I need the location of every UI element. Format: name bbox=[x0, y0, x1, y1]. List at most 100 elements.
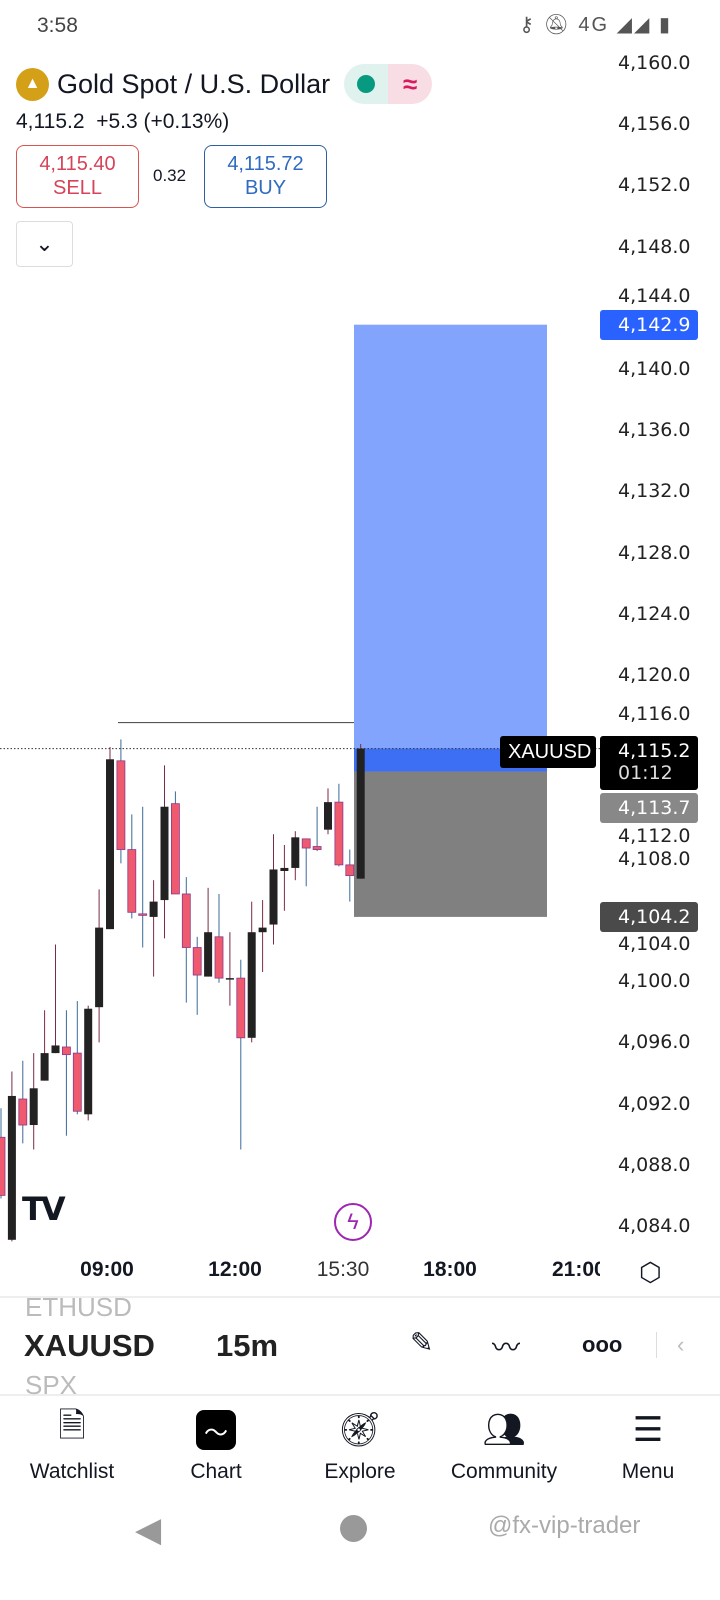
price-tick: 4,140.0 bbox=[618, 358, 691, 381]
price-tick: 4,144.0 bbox=[618, 284, 691, 307]
price-tick: 4,092.0 bbox=[618, 1092, 691, 1115]
collapse-button[interactable]: ⌄ bbox=[16, 221, 73, 267]
price-tick: 4,096.0 bbox=[618, 1031, 691, 1054]
price-tick: 4,084.0 bbox=[618, 1214, 691, 1237]
next-symbol[interactable]: SPX bbox=[25, 1370, 78, 1400]
spread: 0.32 bbox=[153, 166, 187, 185]
bar-countdown: 01:12 bbox=[618, 762, 673, 784]
price-tick: 4,116.0 bbox=[618, 703, 691, 726]
candle-body bbox=[225, 978, 234, 980]
candle-body bbox=[72, 1052, 82, 1112]
symbol-price-tag: XAUUSD bbox=[508, 741, 592, 763]
stop-zone bbox=[354, 771, 547, 917]
prev-symbol[interactable]: ETHUSD bbox=[25, 1292, 132, 1322]
sell-button[interactable]: 4,115.40 SELL bbox=[16, 145, 139, 208]
entry-price-box: 4,113.7 bbox=[600, 793, 698, 823]
candle-body bbox=[345, 864, 355, 876]
price-tick: 4,152.0 bbox=[618, 174, 691, 197]
bell-off-icon: 🔕︎ bbox=[543, 14, 571, 36]
candle-body bbox=[51, 1045, 60, 1054]
candle-body bbox=[95, 927, 104, 1008]
signal-icon: ◢◢ bbox=[616, 14, 652, 36]
buy-button[interactable]: 4,115.72 BUY bbox=[204, 145, 327, 208]
candle-body bbox=[160, 806, 169, 901]
chart-icon: 〜 bbox=[144, 1408, 288, 1452]
chevron-down-icon: ⌄ bbox=[35, 231, 54, 256]
tab-menu[interactable]: ☰ Menu bbox=[576, 1400, 720, 1490]
candle-body bbox=[247, 932, 256, 1038]
candle-body bbox=[40, 1053, 49, 1081]
buy-label: BUY bbox=[244, 177, 287, 199]
clock: 3:58 bbox=[37, 14, 78, 37]
more-icon[interactable]: ooo bbox=[582, 1332, 623, 1357]
symbol-header[interactable]: ▲ Gold Spot / U.S. Dollar ≈ bbox=[16, 64, 433, 104]
candle-body bbox=[29, 1088, 38, 1126]
tab-chart[interactable]: 〜 Chart bbox=[144, 1400, 288, 1490]
candle-body bbox=[116, 760, 126, 850]
symbol-toolbar: ETHUSD XAUUSD 15m SPX ✎ 〰 ooo ‹ bbox=[0, 1292, 720, 1400]
candle-body bbox=[280, 867, 289, 871]
symbol-selector[interactable]: XAUUSD bbox=[24, 1328, 155, 1363]
gold-icon: ▲ bbox=[16, 67, 49, 101]
symbol-title: Gold Spot / U.S. Dollar bbox=[57, 68, 331, 99]
tradingview-logo: 𝗧𝗩 bbox=[22, 1191, 66, 1227]
price-tick: 4,120.0 bbox=[618, 664, 691, 687]
candle-body bbox=[324, 802, 332, 830]
home-icon[interactable] bbox=[340, 1515, 367, 1542]
candle-body bbox=[138, 913, 148, 916]
time-tick: 09:00 bbox=[80, 1258, 134, 1281]
last-price: 4,115.2 bbox=[16, 110, 85, 133]
indicators-icon[interactable]: 〰 bbox=[492, 1332, 521, 1363]
lightning-icon[interactable]: ϟ bbox=[334, 1203, 372, 1241]
back-icon[interactable]: ◀ bbox=[135, 1511, 162, 1549]
price-tick: 4,156.0 bbox=[618, 113, 691, 136]
buy-price: 4,115.72 bbox=[227, 153, 304, 175]
price-tick: 4,104.0 bbox=[618, 932, 691, 955]
community-icon: 👥︎ bbox=[482, 1411, 526, 1449]
current-price-label: 4,115.2 bbox=[618, 740, 691, 762]
settings-hexagon-icon[interactable]: ⬡ bbox=[639, 1257, 662, 1287]
interval-selector[interactable]: 15m bbox=[216, 1328, 279, 1363]
time-tick: 15:30 bbox=[316, 1258, 370, 1281]
network-icon: 4G bbox=[578, 14, 610, 36]
watchlist-icon: 🗎︎ bbox=[58, 1406, 86, 1445]
price-tick: 4,160.0 bbox=[618, 52, 691, 74]
candle-body bbox=[334, 801, 344, 866]
tab-explore[interactable]: 🧭︎ Explore bbox=[288, 1400, 432, 1490]
price-tick: 4,132.0 bbox=[618, 480, 691, 503]
tab-label: Menu bbox=[621, 1460, 675, 1483]
candle-body bbox=[301, 838, 311, 849]
market-status-pill[interactable]: ≈ bbox=[344, 64, 433, 104]
sell-price: 4,115.40 bbox=[39, 153, 116, 175]
candle-body bbox=[269, 869, 278, 925]
price-chart[interactable] bbox=[0, 0, 720, 1290]
tab-watchlist[interactable]: 🗎︎ Watchlist bbox=[0, 1400, 144, 1490]
key-icon: ⚷ bbox=[519, 14, 536, 36]
battery-icon: ▮ bbox=[658, 14, 672, 36]
candle-body bbox=[127, 849, 137, 913]
tab-community[interactable]: 👥︎ Community bbox=[432, 1400, 576, 1490]
candle-body bbox=[84, 1008, 93, 1115]
price-tick: 4,136.0 bbox=[618, 419, 691, 442]
candle-body bbox=[181, 893, 191, 948]
tab-label: Community bbox=[450, 1460, 558, 1483]
price-tick: 4,128.0 bbox=[618, 541, 691, 564]
price-tick: 4,100.0 bbox=[618, 970, 691, 993]
compass-icon: 🧭︎ bbox=[338, 1411, 382, 1449]
entry-price-label: 4,113.7 bbox=[618, 797, 691, 819]
candle-body bbox=[291, 837, 300, 868]
tab-label: Watchlist bbox=[29, 1460, 115, 1483]
candle-body bbox=[62, 1046, 71, 1056]
sell-label: SELL bbox=[53, 177, 102, 199]
candle-body bbox=[192, 947, 202, 976]
candle-body bbox=[0, 1136, 6, 1196]
candle-body bbox=[312, 846, 322, 850]
drawing-pencil-icon[interactable]: ✎ bbox=[410, 1327, 434, 1358]
status-bar: 3:58 ⚷ 🔕︎ 4G ◢◢ ▮ bbox=[0, 0, 720, 50]
collapse-arrow-icon[interactable]: ‹ bbox=[656, 1332, 684, 1358]
time-tick: 18:00 bbox=[423, 1258, 477, 1281]
candle-body bbox=[106, 759, 114, 930]
price-change: +5.3 (+0.13%) bbox=[96, 110, 230, 133]
candle-body bbox=[18, 1098, 28, 1126]
candle-body bbox=[204, 932, 213, 977]
